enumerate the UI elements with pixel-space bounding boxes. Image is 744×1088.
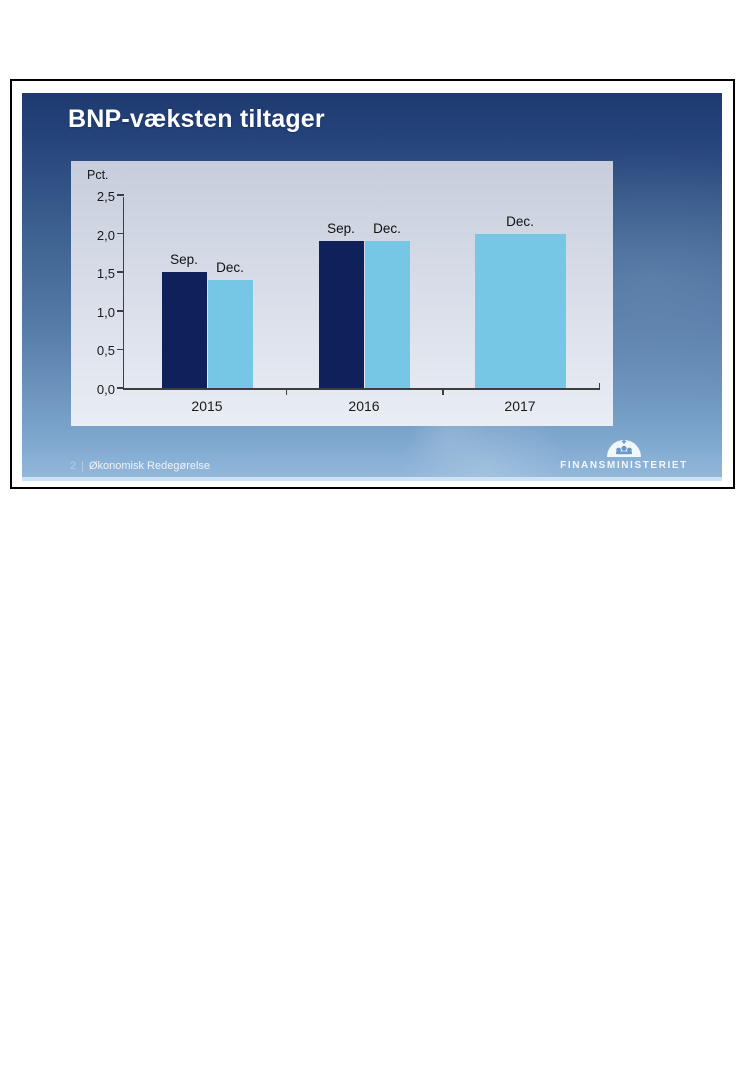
bar-series-label: Dec. xyxy=(373,221,401,237)
crown-dome-icon xyxy=(607,440,641,457)
bar xyxy=(364,241,410,388)
y-tick-label: 0,0 xyxy=(96,382,115,397)
y-tick-label: 1,5 xyxy=(96,266,115,282)
y-tick-mark xyxy=(117,387,124,389)
y-tick-mark xyxy=(117,348,124,351)
bar-series-label: Sep. xyxy=(327,221,355,237)
ministry-name: FINANSMINISTERIET xyxy=(560,460,688,471)
x-category-label: 2016 xyxy=(348,398,380,414)
x-axis-boundary-tick xyxy=(285,390,287,395)
y-axis-ticks: 0,0 0,5 1,0 1,5 2,0 2,5 xyxy=(71,189,115,397)
bar-series-label: Dec. xyxy=(506,213,534,229)
y-tick-label: 2,5 xyxy=(96,189,115,204)
slide-frame: BNP-væksten tiltager Pct. 0,0 0,5 1,0 1,5 2,… xyxy=(10,79,735,489)
bar-chart: Pct. 0,0 0,5 1,0 1,5 2,0 2,5 2015 Sep. Dec. 2016… xyxy=(71,161,613,426)
slide-footer: 2 | Økonomisk Redegørelse xyxy=(70,459,210,473)
bar xyxy=(318,241,364,388)
y-tick-mark xyxy=(117,310,124,312)
y-tick-label: 0,5 xyxy=(96,343,115,359)
bar xyxy=(207,279,253,388)
y-tick-mark xyxy=(117,194,124,196)
bar xyxy=(161,272,207,388)
bar-series-label: Dec. xyxy=(216,259,244,275)
footer-document-title: Økonomisk Redegørelse xyxy=(88,460,211,472)
x-axis-boundary-tick xyxy=(442,390,444,395)
y-tick-mark xyxy=(117,271,124,273)
page-number: 2 xyxy=(70,460,77,472)
bar xyxy=(474,233,566,388)
slide-title: BNP-væksten tiltager xyxy=(68,105,325,133)
y-tick-label: 2,0 xyxy=(96,227,115,243)
plot-area: 2015 Sep. Dec. 2016 Sep. Dec. 2017 Dec. xyxy=(117,194,600,414)
slide-bottom-edge xyxy=(22,477,722,481)
footer-separator: | xyxy=(81,460,84,472)
y-axis-unit-label: Pct. xyxy=(87,168,109,182)
x-category-label: 2017 xyxy=(504,398,536,414)
ministry-logo: FINANSMINISTERIET xyxy=(549,440,699,471)
x-axis-end-tick xyxy=(598,383,600,388)
y-tick-label: 1,0 xyxy=(96,304,115,320)
presentation-slide: BNP-væksten tiltager Pct. 0,0 0,5 1,0 1,5 2,… xyxy=(22,93,722,481)
bar-series-label: Sep. xyxy=(170,252,198,268)
x-category-label: 2015 xyxy=(191,398,223,414)
y-tick-mark xyxy=(117,232,124,235)
